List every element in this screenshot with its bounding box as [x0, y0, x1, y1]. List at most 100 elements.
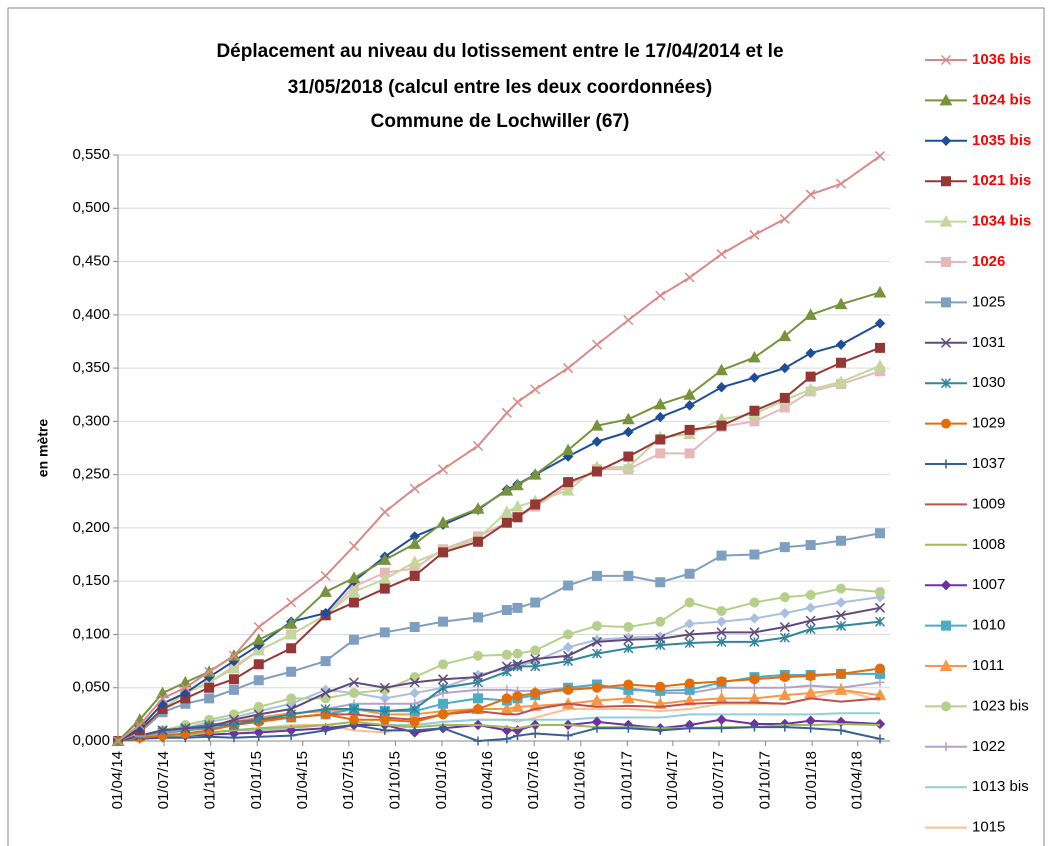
marker	[472, 612, 483, 623]
marker	[716, 636, 727, 647]
marker	[204, 666, 215, 677]
marker	[347, 585, 361, 597]
marker	[716, 382, 727, 393]
marker	[380, 725, 390, 735]
marker	[408, 537, 422, 549]
marker	[252, 633, 266, 645]
line	[117, 667, 881, 742]
marker	[836, 535, 847, 546]
marker	[512, 648, 523, 659]
marker	[563, 650, 574, 661]
marker	[438, 698, 449, 709]
marker	[501, 661, 512, 672]
marker	[939, 659, 953, 671]
x-tick-label: 01/01/17	[618, 751, 635, 809]
marker	[805, 671, 816, 682]
marker	[320, 656, 331, 667]
marker	[779, 392, 790, 403]
marker	[623, 679, 634, 690]
legend-label: 1031	[972, 334, 1005, 351]
marker	[591, 620, 602, 631]
marker	[940, 337, 952, 348]
marker	[347, 571, 361, 583]
marker	[409, 677, 420, 688]
marker	[749, 627, 760, 638]
line	[117, 620, 881, 742]
marker	[180, 682, 191, 693]
marker	[530, 653, 541, 664]
marker	[684, 272, 695, 283]
marker	[655, 681, 666, 692]
y-tick-label: 0,350	[72, 359, 110, 376]
marker	[563, 684, 574, 695]
marker	[874, 616, 886, 627]
marker	[715, 363, 728, 376]
marker	[501, 407, 512, 418]
marker	[409, 704, 420, 715]
marker	[528, 468, 542, 480]
marker	[836, 357, 847, 368]
marker	[472, 672, 484, 683]
marker	[227, 662, 241, 674]
marker	[253, 709, 264, 720]
marker	[563, 731, 573, 741]
marker	[286, 731, 296, 741]
marker	[684, 678, 695, 689]
marker	[835, 339, 847, 350]
marker	[438, 723, 448, 733]
marker	[749, 405, 760, 416]
marker	[562, 642, 574, 653]
marker	[716, 676, 727, 687]
marker	[592, 723, 602, 733]
marker	[940, 54, 952, 66]
marker	[500, 484, 514, 496]
marker	[941, 297, 951, 308]
marker	[778, 329, 792, 342]
marker	[472, 650, 483, 661]
marker	[253, 621, 264, 633]
marker	[438, 674, 449, 685]
marker	[512, 512, 523, 523]
marker	[378, 553, 392, 565]
marker	[591, 682, 602, 693]
x-tick-label: 01/10/17	[757, 751, 774, 809]
marker	[749, 636, 760, 647]
marker	[623, 723, 633, 733]
marker	[623, 426, 634, 438]
legend-label: 1013 bis	[972, 778, 1029, 795]
marker	[941, 459, 951, 469]
marker	[835, 610, 847, 621]
y-tick-label: 0,150	[72, 572, 110, 589]
marker	[438, 464, 449, 475]
marker	[438, 659, 449, 670]
marker	[835, 178, 847, 189]
marker	[748, 350, 761, 363]
marker	[874, 602, 886, 613]
marker	[835, 620, 847, 631]
marker	[511, 700, 524, 712]
marker	[623, 634, 634, 645]
marker	[873, 285, 887, 298]
marker	[622, 412, 635, 425]
marker	[472, 440, 484, 451]
marker	[157, 693, 168, 704]
marker	[511, 500, 524, 512]
marker	[204, 722, 215, 733]
marker	[685, 723, 695, 733]
marker	[683, 388, 696, 400]
marker	[805, 624, 816, 635]
marker	[940, 579, 952, 591]
marker	[204, 693, 215, 704]
marker	[716, 550, 727, 561]
marker	[409, 570, 420, 581]
marker	[473, 736, 483, 746]
marker	[874, 318, 886, 329]
legend-label: 1025	[972, 293, 1005, 310]
legend-label: 1009	[972, 495, 1005, 512]
marker	[379, 706, 390, 717]
marker	[228, 674, 239, 685]
marker	[834, 297, 848, 310]
marker	[501, 517, 512, 528]
marker	[834, 375, 848, 387]
line	[117, 718, 881, 742]
